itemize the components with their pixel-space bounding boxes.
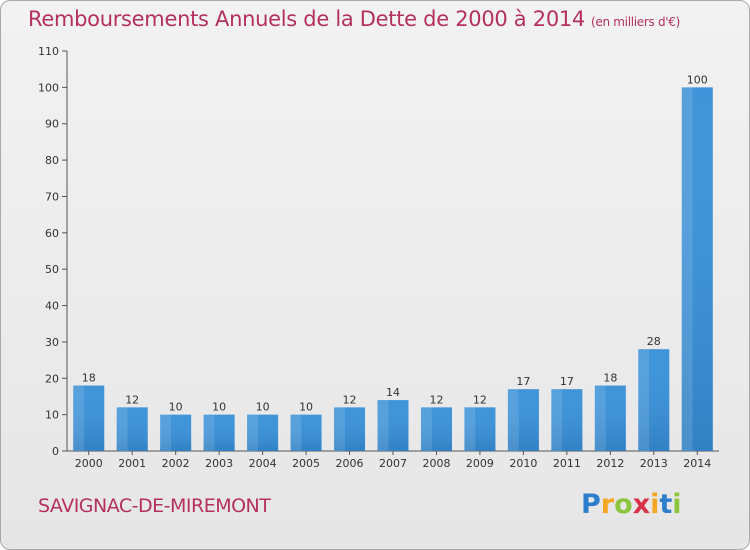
- x-tick-label: 2013: [640, 457, 668, 470]
- y-tick-label: 80: [45, 154, 59, 167]
- bar-shade: [160, 414, 192, 451]
- bar-value-label: 10: [169, 401, 183, 414]
- x-tick-label: 2004: [249, 457, 277, 470]
- x-tick-label: 2000: [75, 457, 103, 470]
- unit-note: (en milliers d'€): [591, 15, 681, 29]
- x-tick-label: 2012: [596, 457, 624, 470]
- x-tick-label: 2003: [205, 457, 233, 470]
- y-tick-label: 110: [38, 45, 59, 58]
- logo-letter: P: [581, 489, 601, 520]
- bar-highlight: [377, 400, 389, 451]
- bar-shade: [681, 87, 713, 451]
- bar-shade: [116, 407, 148, 451]
- bar-shade: [420, 407, 452, 451]
- bar-value-label: 17: [516, 375, 530, 388]
- bar-shade: [507, 389, 539, 451]
- bar-shade: [290, 414, 322, 451]
- bar-shade: [247, 414, 279, 451]
- x-tick-label: 2002: [162, 457, 190, 470]
- bar-value-label: 12: [343, 393, 357, 406]
- bar-value-label: 10: [256, 401, 270, 414]
- bar-highlight: [551, 389, 563, 451]
- y-tick-label: 90: [45, 118, 59, 131]
- y-tick-label: 0: [52, 445, 59, 458]
- bar-shade: [464, 407, 496, 451]
- bar-shade: [203, 414, 235, 451]
- y-tick-label: 30: [45, 336, 59, 349]
- y-tick-label: 70: [45, 190, 59, 203]
- x-tick-label: 2001: [118, 457, 146, 470]
- bar-shade: [594, 385, 626, 451]
- x-tick-label: 2008: [422, 457, 450, 470]
- logo-letter: i: [650, 489, 660, 520]
- bar-highlight: [160, 414, 172, 451]
- bar-value-label: 12: [473, 393, 487, 406]
- bar-highlight: [116, 407, 128, 451]
- bar-value-label: 10: [212, 401, 226, 414]
- y-tick-label: 60: [45, 227, 59, 240]
- bar-value-label: 14: [386, 386, 400, 399]
- x-tick-label: 2014: [683, 457, 711, 470]
- bar-shade: [638, 349, 670, 451]
- x-tick-label: 2010: [509, 457, 537, 470]
- bar-highlight: [203, 414, 215, 451]
- bar-highlight: [290, 414, 302, 451]
- bar-highlight: [334, 407, 345, 451]
- bar-highlight: [638, 349, 650, 451]
- y-tick-label: 50: [45, 263, 59, 276]
- bar-highlight: [507, 389, 519, 451]
- x-tick-label: 2011: [553, 457, 581, 470]
- bar-highlight: [594, 385, 606, 451]
- x-tick-label: 2005: [292, 457, 320, 470]
- logo-letter: i: [672, 489, 682, 520]
- bar-value-label: 28: [647, 335, 661, 348]
- bar-value-label: 18: [603, 372, 617, 385]
- bar-highlight: [681, 87, 693, 451]
- bar-highlight: [73, 385, 85, 451]
- logo-letter: t: [659, 489, 673, 520]
- bar-highlight: [247, 414, 258, 451]
- logo-letter: r: [600, 489, 615, 520]
- y-tick-label: 20: [45, 372, 59, 385]
- bar-value-label: 12: [125, 393, 139, 406]
- logo-letter: o: [614, 489, 633, 520]
- bar-value-label: 100: [687, 73, 708, 86]
- x-tick-label: 2007: [379, 457, 407, 470]
- labels: 2000 18 2001 12 2002 10 2003 10 2004 10 2005 10 2006…: [75, 73, 712, 470]
- y-tick-label: 40: [45, 300, 59, 313]
- bar-highlight: [464, 407, 476, 451]
- logo-letter: x: [632, 489, 651, 520]
- bar-shade: [377, 400, 409, 451]
- y-tick-label: 100: [38, 81, 59, 94]
- bar-value-label: 10: [299, 401, 313, 414]
- bar-highlight: [420, 407, 432, 451]
- proxiti-logo: Proxiti: [581, 489, 682, 520]
- bar-value-label: 12: [429, 393, 443, 406]
- bar-shade: [551, 389, 583, 451]
- bar-shade: [73, 385, 105, 451]
- x-tick-label: 2009: [466, 457, 494, 470]
- chart-title: Remboursements Annuels de la Dette de 20…: [28, 7, 680, 31]
- y-tick-label: 10: [45, 409, 59, 422]
- bars: [73, 87, 713, 451]
- x-tick-label: 2006: [336, 457, 364, 470]
- commune-name: SAVIGNAC-DE-MIREMONT: [38, 495, 271, 517]
- bar-value-label: 17: [560, 375, 574, 388]
- bar-value-label: 18: [82, 372, 96, 385]
- bar-shade: [334, 407, 366, 451]
- title-text: Remboursements Annuels de la Dette de 20…: [28, 7, 585, 31]
